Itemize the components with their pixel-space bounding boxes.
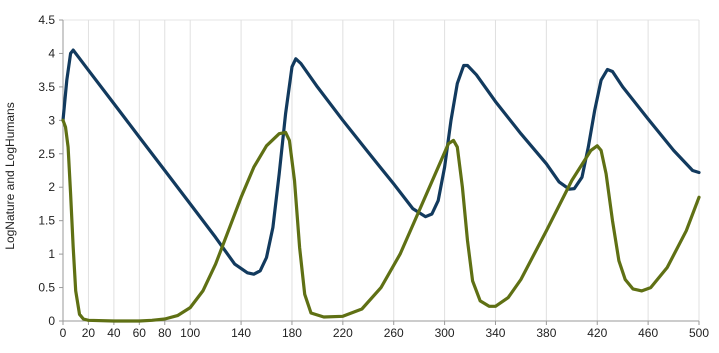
- x-tick-label: 340: [485, 326, 505, 340]
- y-tick-label: 2: [48, 180, 55, 194]
- x-tick-label: 80: [158, 326, 172, 340]
- label-layer: 0 0.5 1 1.5 2 2.5 3 3.5 4 4.5 0 20 40 60 80 100 140 180 22…: [38, 13, 709, 340]
- x-tick-label: 260: [384, 326, 404, 340]
- y-tick-label: 4.5: [38, 13, 55, 27]
- x-tick-label: 140: [231, 326, 251, 340]
- y-tick-label: 0: [48, 314, 55, 328]
- axis-layer: [59, 19, 700, 325]
- y-tick-label: 4: [48, 46, 55, 60]
- x-tick-label: 20: [82, 326, 96, 340]
- x-tick-label: 180: [282, 326, 302, 340]
- y-tick-label: 1: [48, 247, 55, 261]
- y-tick-label: 3.5: [38, 80, 55, 94]
- x-tick-label: 220: [333, 326, 353, 340]
- x-tick-label: 60: [133, 326, 147, 340]
- x-tick-label: 300: [435, 326, 455, 340]
- x-tick-label: 100: [180, 326, 200, 340]
- series-line-2: [61, 118, 701, 323]
- y-axis-title: LogNature and LogHumans: [3, 102, 17, 249]
- series-layer: [61, 48, 701, 323]
- x-tick-label: 420: [587, 326, 607, 340]
- series-line-1: [61, 48, 701, 276]
- x-tick-label: 0: [60, 326, 67, 340]
- y-tick-label: 3: [48, 113, 55, 127]
- x-tick-label: 380: [536, 326, 556, 340]
- x-tick-label: 460: [638, 326, 658, 340]
- x-tick-label: 500: [689, 326, 709, 340]
- y-tick-label: 2.5: [38, 147, 55, 161]
- y-tick-label: 1.5: [38, 214, 55, 228]
- y-tick-label: 0.5: [38, 281, 55, 295]
- x-tick-label: 40: [107, 326, 121, 340]
